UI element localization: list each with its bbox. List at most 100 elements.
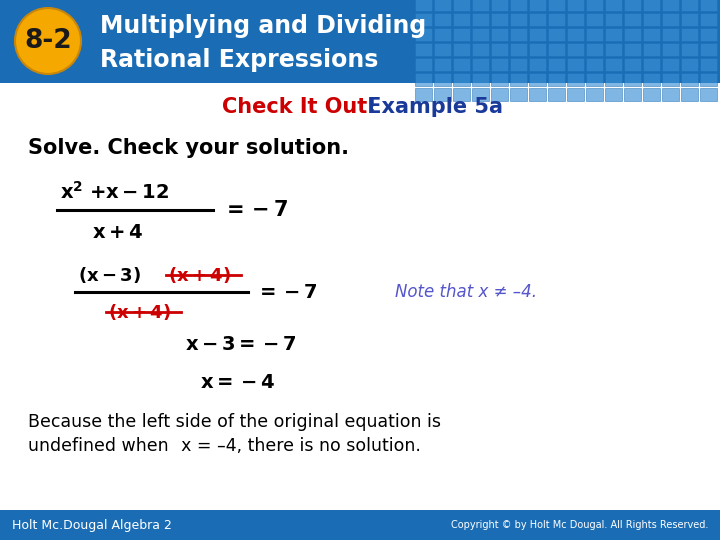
Bar [586, 88, 603, 101]
Bar [624, 58, 641, 71]
Text: Note that x ≠ –4.: Note that x ≠ –4. [395, 283, 537, 301]
Bar [681, 13, 698, 26]
Bar [453, 73, 470, 86]
Bar [472, 58, 489, 71]
Bar [567, 43, 584, 56]
Bar [643, 43, 660, 56]
Bar [434, 58, 451, 71]
Bar [624, 28, 641, 41]
Bar [491, 0, 508, 11]
Bar [662, 88, 679, 101]
Bar [510, 88, 527, 101]
Bar [491, 28, 508, 41]
Bar [0, 0, 720, 83]
Circle shape [15, 8, 81, 74]
Bar [510, 43, 527, 56]
Bar [510, 28, 527, 41]
Bar [605, 43, 622, 56]
Bar [434, 13, 451, 26]
Bar [548, 13, 565, 26]
Bar [605, 88, 622, 101]
Bar [700, 43, 717, 56]
Bar [434, 28, 451, 41]
Bar [491, 73, 508, 86]
Bar [567, 28, 584, 41]
Bar [472, 43, 489, 56]
Bar [681, 88, 698, 101]
Text: $\mathbf{= -7}$: $\mathbf{= -7}$ [256, 282, 318, 301]
Bar [415, 73, 432, 86]
Text: Solve. Check your solution.: Solve. Check your solution. [28, 138, 349, 158]
Text: $\mathbf{= -7}$: $\mathbf{= -7}$ [222, 200, 288, 220]
Bar [415, 0, 432, 11]
Bar [434, 43, 451, 56]
Bar [453, 0, 470, 11]
Text: $\mathbf{x^2}$ $\mathbf{+ x - 12}$: $\mathbf{x^2}$ $\mathbf{+ x - 12}$ [60, 181, 169, 203]
Bar [472, 28, 489, 41]
Bar [605, 28, 622, 41]
Bar [700, 13, 717, 26]
Bar [662, 28, 679, 41]
Bar [586, 13, 603, 26]
Bar [586, 58, 603, 71]
Bar [643, 88, 660, 101]
Bar [529, 73, 546, 86]
Bar [548, 0, 565, 11]
Bar [548, 58, 565, 71]
Bar [605, 0, 622, 11]
Bar [529, 88, 546, 101]
Bar [510, 58, 527, 71]
Bar [681, 43, 698, 56]
Bar [624, 43, 641, 56]
Bar [643, 73, 660, 86]
Bar [491, 88, 508, 101]
Text: Multiplying and Dividing: Multiplying and Dividing [100, 14, 426, 38]
Text: Because the left side of the original equation is: Because the left side of the original eq… [28, 413, 441, 431]
Bar [434, 88, 451, 101]
Bar [510, 13, 527, 26]
Bar [586, 43, 603, 56]
Bar [624, 13, 641, 26]
Bar [605, 13, 622, 26]
Bar [472, 0, 489, 11]
Bar [453, 88, 470, 101]
Text: 8-2: 8-2 [24, 28, 72, 54]
Bar [643, 13, 660, 26]
Bar [605, 73, 622, 86]
Bar [662, 43, 679, 56]
Bar [586, 0, 603, 11]
Bar [567, 0, 584, 11]
Bar [567, 88, 584, 101]
Bar [529, 58, 546, 71]
Bar [510, 0, 527, 11]
Text: Copyright © by Holt Mc Dougal. All Rights Reserved.: Copyright © by Holt Mc Dougal. All Right… [451, 520, 708, 530]
Bar [529, 0, 546, 11]
Bar [700, 58, 717, 71]
Bar [624, 73, 641, 86]
Bar [681, 58, 698, 71]
Text: $\mathbf{x = -4}$: $\mathbf{x = -4}$ [200, 374, 275, 393]
Bar [643, 58, 660, 71]
Bar [472, 88, 489, 101]
Bar [529, 28, 546, 41]
Bar [662, 0, 679, 11]
Bar [415, 28, 432, 41]
Text: Rational Expressions: Rational Expressions [100, 48, 379, 72]
Bar [472, 73, 489, 86]
Text: $\mathbf{(x + 4)}$: $\mathbf{(x + 4)}$ [168, 265, 231, 285]
Bar [700, 28, 717, 41]
Bar [529, 43, 546, 56]
Bar [453, 13, 470, 26]
Bar [567, 13, 584, 26]
Bar [415, 88, 432, 101]
Bar [700, 88, 717, 101]
Text: Check It Out!: Check It Out! [222, 97, 377, 117]
Bar [434, 0, 451, 11]
Bar [700, 73, 717, 86]
Bar [624, 0, 641, 11]
Bar [681, 0, 698, 11]
Bar [567, 58, 584, 71]
Bar [586, 73, 603, 86]
Bar [415, 43, 432, 56]
Bar [415, 58, 432, 71]
